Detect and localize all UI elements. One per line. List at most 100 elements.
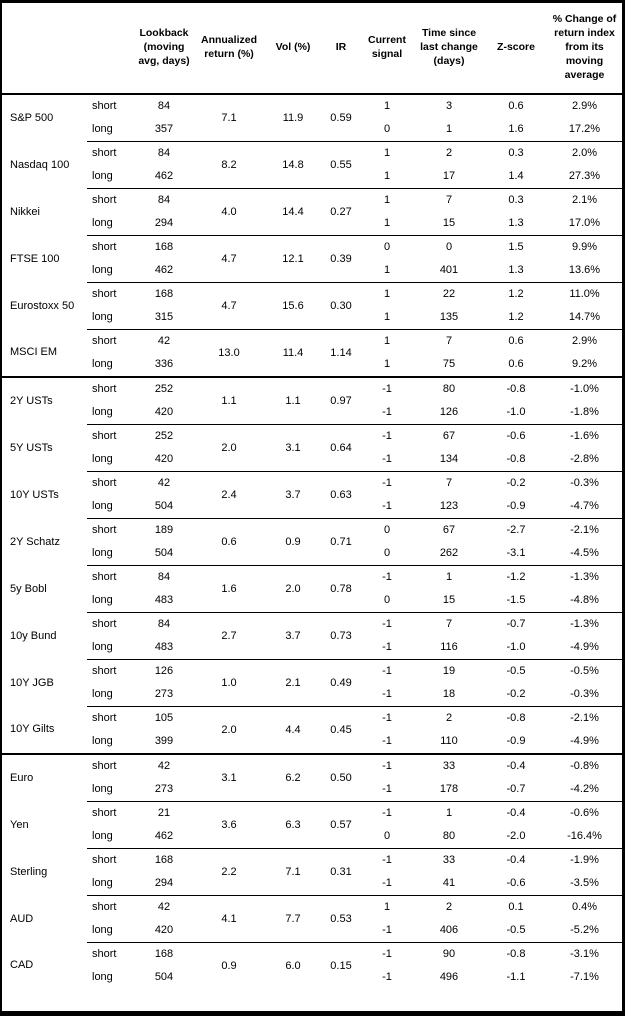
horizon-label: short: [87, 282, 135, 306]
lookback-value: 294: [154, 877, 174, 889]
horizon-label: short: [87, 753, 135, 778]
pct-change-value: 14.7%: [568, 311, 601, 323]
zscore-value: -2.0: [506, 830, 526, 842]
time-since-change-value: 1: [445, 123, 453, 135]
horizon-label: long: [92, 217, 113, 229]
lookback-value: 252: [135, 376, 193, 401]
instrument-row-long: long 504 0 262 -3.1 -4.5%: [2, 542, 622, 566]
time-since-change-value: 123: [439, 500, 459, 512]
lookback-value: 252: [135, 424, 193, 448]
zscore-value: 1.3: [508, 264, 524, 276]
zscore-value: -0.5: [506, 924, 526, 936]
ir-value: 0.63: [321, 471, 361, 519]
pct-change-value: 9.2%: [571, 358, 598, 370]
ir-value: 0.73: [321, 612, 361, 660]
horizon-label: short: [87, 518, 135, 542]
pct-change-value: -2.8%: [570, 453, 599, 465]
zscore-value: -0.5: [485, 659, 547, 683]
pct-change-value: 2.1%: [547, 188, 622, 212]
instrument-row-short: Sterling short 168 2.2 7.1 0.31 -1 33 -0.4 -1.9%: [2, 848, 622, 896]
instrument-row-long: long 357 0 1 1.6 17.2%: [2, 118, 622, 142]
lookback-value: 168: [135, 942, 193, 966]
instrument-row-long: long 462 0 80 -2.0 -16.4%: [2, 825, 622, 849]
instrument-row-long: long 420 -1 126 -1.0 -1.8%: [2, 401, 622, 425]
ir-value: 0.30: [321, 282, 361, 330]
zscore-value: -0.8: [506, 453, 526, 465]
lookback-value: 504: [154, 547, 174, 559]
instrument-row-short: 2Y Schatz short 189 0.6 0.9 0.71 0 67 -2.7 -2.1%: [2, 518, 622, 566]
horizon-label: short: [92, 100, 117, 112]
pct-change-value: -0.6%: [547, 801, 622, 825]
horizon-label: long: [92, 594, 113, 606]
zscore-value: 0.6: [508, 358, 524, 370]
annualized-return-value: 1.1: [193, 376, 265, 425]
time-since-change-value: 19: [413, 659, 485, 683]
horizon-label: long: [92, 500, 113, 512]
header-lookback: Lookback (moving avg, days): [135, 3, 193, 95]
current-signal-value: -1: [361, 942, 413, 966]
lookback-value: 504: [154, 971, 174, 983]
ir-value: 0.71: [321, 518, 361, 566]
horizon-label: long: [92, 924, 113, 936]
vol-value: 6.3: [265, 801, 321, 849]
instrument-row-long: long 420 -1 406 -0.5 -5.2%: [2, 919, 622, 943]
lookback-value: 42: [135, 329, 193, 353]
instrument-row-short: 10Y JGB short 126 1.0 2.1 0.49 -1 19 -0.5 -0.5%: [2, 659, 622, 707]
annualized-return-value: 4.1: [193, 895, 265, 943]
horizon-label: short: [87, 424, 135, 448]
current-signal-value: 1: [361, 141, 413, 165]
pct-change-value: 27.3%: [568, 170, 601, 182]
horizon-label: short: [87, 659, 135, 683]
current-signal-value: 1: [383, 264, 391, 276]
horizon-label: short: [87, 141, 135, 165]
lookback-value: 273: [154, 783, 174, 795]
current-signal-value: -1: [361, 659, 413, 683]
instrument-row-short: CAD short 168 0.9 6.0 0.15 -1 90 -0.8 -3.1%: [2, 942, 622, 989]
time-since-change-value: 75: [442, 358, 456, 370]
horizon-label: short: [87, 471, 135, 495]
pct-change-value: -2.1%: [547, 518, 622, 542]
lookback-value: 420: [154, 453, 174, 465]
pct-change-value: -1.0%: [547, 376, 622, 401]
lookback-value: 399: [154, 735, 174, 747]
horizon-label: long: [92, 688, 113, 700]
annualized-return-value: 4.7: [193, 235, 265, 283]
annualized-return-value: 0.6: [193, 518, 265, 566]
vol-value: 1.1: [265, 376, 321, 425]
zscore-value: -0.8: [485, 942, 547, 966]
time-since-change-value: 67: [413, 518, 485, 542]
pct-change-value: -3.5%: [570, 877, 599, 889]
header-zscore: Z-score: [485, 3, 547, 95]
annualized-return-value: 13.0: [193, 329, 265, 377]
ir-value: 0.31: [321, 848, 361, 896]
ir-value: 0.64: [321, 424, 361, 472]
instrument-row-short: Yen short 21 3.6 6.3 0.57 -1 1 -0.4 -0.6%: [2, 801, 622, 849]
vol-value: 15.6: [265, 282, 321, 330]
instrument-row-short: AUD short 42 4.1 7.7 0.53 1 2 0.1 0.4%: [2, 895, 622, 943]
zscore-value: -0.2: [485, 471, 547, 495]
horizon-label: short: [87, 235, 135, 259]
current-signal-value: -1: [382, 453, 392, 465]
lookback-value: 483: [154, 594, 174, 606]
time-since-change-value: 401: [439, 264, 459, 276]
zscore-value: -0.4: [485, 801, 547, 825]
time-since-change-value: 0: [413, 235, 485, 259]
current-signal-value: -1: [382, 971, 392, 983]
vol-value: 6.0: [265, 942, 321, 989]
pct-change-value: -2.1%: [547, 706, 622, 730]
instrument-row-short: Nikkei short 84 4.0 14.4 0.27 1 7 0.3 2.1%: [2, 188, 622, 236]
zscore-value: -3.1: [506, 547, 526, 559]
horizon-label: long: [92, 547, 113, 559]
horizon-label: short: [87, 801, 135, 825]
pct-change-value: -1.3%: [547, 565, 622, 589]
current-signal-value: 1: [383, 170, 391, 182]
ir-value: 0.53: [321, 895, 361, 943]
ir-value: 0.97: [321, 376, 361, 425]
time-since-change-value: 7: [413, 329, 485, 353]
zscore-value: -2.7: [485, 518, 547, 542]
pct-change-value: 13.6%: [568, 264, 601, 276]
current-signal-value: -1: [361, 753, 413, 778]
zscore-value: -0.6: [506, 877, 526, 889]
current-signal-value: 1: [383, 311, 391, 323]
current-signal-value: -1: [382, 924, 392, 936]
